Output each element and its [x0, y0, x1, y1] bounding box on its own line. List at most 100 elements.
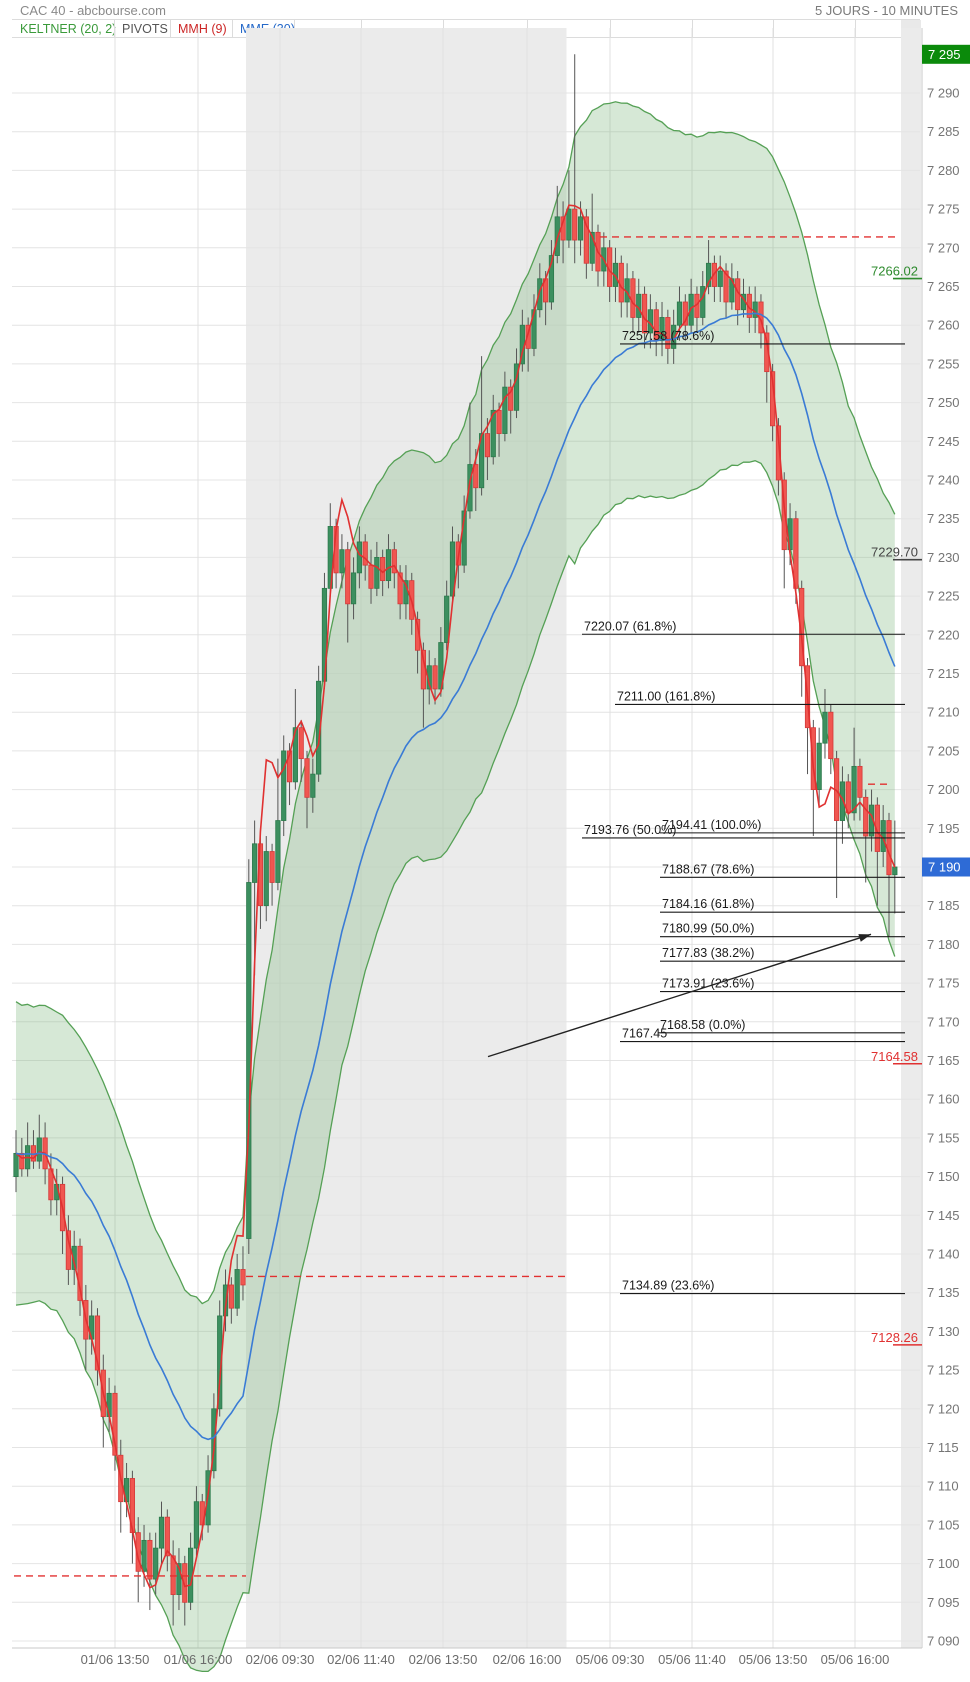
candle-down — [473, 464, 479, 489]
candle-up — [71, 1245, 77, 1270]
price-badge-label: 7 295 — [928, 47, 961, 62]
y-axis-tick-label: 7 100 — [927, 1556, 960, 1571]
candle-down — [432, 665, 438, 690]
candle-up — [350, 572, 357, 605]
trend-arrow-line[interactable] — [487, 933, 872, 1058]
fib-level-label: 7193.76 (50.0%) — [584, 823, 676, 837]
legend-item-mmh[interactable]: MMH (9) — [178, 22, 227, 36]
chart-header: CAC 40 - abcbourse.com 5 JOURS - 10 MINU… — [0, 0, 970, 19]
y-axis-tick-label: 7 280 — [927, 163, 960, 178]
candle-up — [263, 851, 269, 907]
candle-up — [729, 278, 735, 303]
y-axis-tick-label: 7 240 — [927, 473, 960, 488]
candle-up — [234, 1269, 240, 1309]
candle-up — [193, 1501, 200, 1549]
legend-separator — [232, 20, 233, 37]
candle-down — [182, 1563, 188, 1603]
fib-level-label: 7173.91 (23.6%) — [662, 977, 754, 991]
candle-up — [211, 1408, 217, 1472]
candle-up — [676, 301, 683, 326]
candle-down — [304, 758, 310, 798]
keltner-upper-line — [15, 101, 896, 1305]
y-axis-tick-label: 7 130 — [927, 1324, 960, 1339]
candle-up — [700, 286, 706, 318]
candle-up — [141, 1539, 147, 1572]
candle-down — [240, 1269, 246, 1286]
y-axis-tick-label: 7 180 — [927, 937, 960, 952]
candle-down — [583, 216, 589, 264]
candle-up — [717, 270, 723, 287]
y-axis-tick-label: 7 290 — [927, 86, 960, 101]
candle-up — [281, 750, 287, 821]
x-axis-tick-label: 01/06 13:50 — [81, 1652, 150, 1667]
trend-arrowhead — [858, 934, 871, 942]
candle-up — [851, 765, 857, 814]
y-axis-tick-label: 7 210 — [927, 705, 960, 720]
y-axis-tick-label: 7 140 — [927, 1247, 960, 1262]
candle-up — [537, 278, 543, 311]
legend-item-pivots[interactable]: PIVOTS — [122, 22, 168, 36]
y-axis-tick-label: 7 205 — [927, 743, 960, 758]
y-axis-tick-label: 7 200 — [927, 782, 960, 797]
candle-down — [630, 278, 636, 318]
candle-up — [566, 208, 572, 241]
candle-down — [147, 1539, 153, 1580]
candle-down — [397, 572, 403, 605]
day-background-band — [246, 28, 567, 1648]
y-axis-tick-label: 7 105 — [927, 1517, 960, 1532]
candle-up — [467, 464, 473, 512]
candle-up — [385, 549, 392, 582]
candle-down — [298, 727, 304, 760]
x-axis-tick-label: 02/06 16:00 — [493, 1652, 562, 1667]
mmh-line — [15, 204, 896, 1589]
fib-level-label: 7167.45 — [622, 1027, 667, 1041]
day-background-band — [901, 28, 921, 1648]
candle-up — [356, 541, 362, 574]
candle-down — [368, 564, 374, 589]
y-axis-tick-label: 7 165 — [927, 1053, 960, 1068]
fib-level-label: 7257.58 (78.6%) — [622, 329, 714, 343]
candle-up — [13, 1152, 19, 1178]
legend-item-keltner[interactable]: KELTNER (20, 2) — [20, 22, 117, 36]
candle-up — [822, 711, 828, 744]
candle-up — [513, 363, 520, 411]
legend-separator — [170, 20, 171, 37]
candle-down — [496, 409, 502, 434]
candle-up — [310, 773, 316, 798]
fib-level-label: 7220.07 (61.8%) — [584, 619, 676, 633]
y-axis-tick-label: 7 095 — [927, 1595, 960, 1610]
keltner-lower-line — [15, 460, 896, 1673]
candle-up — [444, 595, 450, 643]
candle-up — [252, 843, 258, 883]
y-axis-tick-label: 7 230 — [927, 550, 960, 565]
fib-level-label: 7188.67 (78.6%) — [662, 862, 754, 876]
y-axis-tick-label: 7 185 — [927, 898, 960, 913]
candle-down — [508, 386, 514, 411]
y-axis-tick-label: 7 215 — [927, 666, 960, 681]
candle-down — [170, 1555, 176, 1595]
candle-up — [659, 317, 665, 342]
candle-down — [391, 549, 397, 574]
candle-up — [449, 541, 456, 597]
y-axis-tick-label: 7 225 — [927, 589, 960, 604]
candle-down — [863, 796, 869, 837]
x-axis-tick-label: 05/06 16:00 — [821, 1652, 890, 1667]
y-axis-tick-label: 7 260 — [927, 318, 960, 333]
price-badge-label: 7 190 — [928, 860, 961, 875]
candle-up — [339, 549, 345, 574]
candle-down — [94, 1315, 101, 1371]
y-axis-tick-label: 7 175 — [927, 976, 960, 991]
candle-up — [246, 882, 252, 1239]
x-axis-tick-label: 01/06 16:00 — [164, 1652, 233, 1667]
candle-down — [380, 557, 386, 582]
candle-down — [641, 293, 648, 334]
x-axis-tick-label: 05/06 13:50 — [739, 1652, 808, 1667]
y-axis-tick-label: 7 285 — [927, 124, 960, 139]
y-axis-tick-label: 7 255 — [927, 356, 960, 371]
fib-level-label: 7168.58 (0.0%) — [660, 1018, 745, 1032]
y-axis-tick-label: 7 235 — [927, 511, 960, 526]
candle-up — [36, 1137, 42, 1162]
y-axis-tick-label: 7 250 — [927, 395, 960, 410]
y-axis-tick-label: 7 160 — [927, 1092, 960, 1107]
